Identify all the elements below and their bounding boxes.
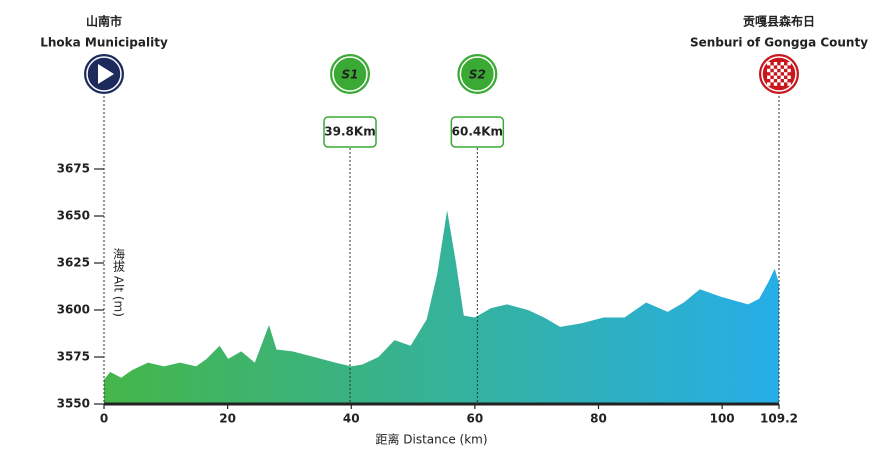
x-tick-label: 109.2 — [760, 412, 798, 426]
finish-check — [767, 82, 771, 86]
finish-check — [787, 82, 791, 86]
finish-check — [770, 79, 774, 83]
finish-check — [773, 82, 778, 86]
sprint-icon: S1 — [342, 68, 359, 82]
finish-check — [780, 82, 784, 86]
finish-check — [773, 75, 778, 79]
sprint-label: 60.4Km — [452, 125, 503, 139]
finish-check — [784, 65, 788, 69]
sprint-circle — [328, 52, 373, 96]
elevation-area — [104, 210, 779, 404]
finish-check — [784, 79, 788, 83]
sprint-box — [323, 116, 377, 148]
finish-check — [784, 72, 788, 76]
start-icon — [82, 52, 126, 96]
finish-ring — [761, 56, 797, 92]
finish-check — [780, 68, 784, 73]
finish-icon — [757, 52, 801, 96]
y-tick-label: 3625 — [57, 256, 90, 270]
y-tick-label: 3550 — [57, 397, 90, 411]
y-axis-label: 海拔 Alt (m) — [112, 247, 126, 317]
finish-name-en: Senburi of Gongga County — [690, 36, 868, 50]
sprint-icon: S2 — [469, 68, 486, 82]
finish-check — [787, 68, 791, 73]
start-play — [98, 64, 114, 84]
finish-check — [770, 65, 774, 69]
finish-check — [787, 75, 791, 79]
x-tick-label: 100 — [710, 412, 735, 426]
finish-check — [770, 72, 774, 76]
start-name: 山南市 — [86, 14, 122, 29]
finish-check — [773, 68, 778, 73]
finish-check — [767, 68, 771, 73]
y-tick-label: 3600 — [57, 303, 90, 317]
finish-name: 贡嘎县森布日 — [743, 14, 815, 29]
finish-check — [767, 75, 771, 79]
start-name-en: Lhoka Municipality — [40, 36, 168, 50]
sprint-ring — [459, 56, 496, 92]
finish-check — [787, 62, 791, 66]
y-tick-label: 3675 — [57, 162, 90, 176]
finish-check — [780, 75, 784, 79]
sprint-label: 39.8Km — [324, 125, 375, 139]
finish-check — [780, 62, 784, 66]
sprint-circle — [455, 52, 500, 96]
finish-check — [767, 62, 771, 66]
finish-check — [777, 65, 781, 69]
y-tick-label: 3650 — [57, 209, 90, 223]
sprint-box — [450, 116, 505, 148]
x-tick-label: 40 — [343, 412, 360, 426]
x-axis-label: 距离 Distance (km) — [375, 432, 487, 447]
x-tick-label: 20 — [219, 412, 236, 426]
x-tick-label: 60 — [467, 412, 484, 426]
x-tick-label: 80 — [590, 412, 607, 426]
finish-check — [777, 72, 781, 76]
y-tick-label: 3575 — [57, 350, 90, 364]
finish-check — [777, 79, 781, 83]
x-tick-label: 0 — [100, 412, 108, 426]
sprint-ring — [332, 56, 368, 92]
start-ring — [86, 56, 122, 92]
finish-check — [773, 62, 778, 66]
